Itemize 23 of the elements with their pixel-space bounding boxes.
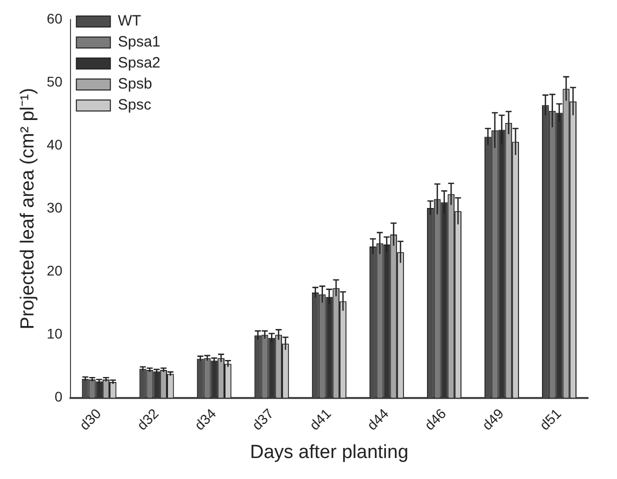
y-tick-label: 40 bbox=[46, 136, 63, 152]
y-tick-label: 10 bbox=[46, 326, 63, 342]
x-tick-label: d30 bbox=[76, 405, 104, 434]
legend-label: Spsa1 bbox=[118, 34, 160, 51]
legend-label: Spsa2 bbox=[118, 54, 160, 72]
y-tick-label: 20 bbox=[46, 262, 63, 279]
x-tick-label: d32 bbox=[134, 405, 162, 434]
y-axis-title: Projected leaf area (cm² pl⁻¹) bbox=[18, 88, 39, 330]
y-tick-label: 0 bbox=[54, 388, 63, 405]
x-axis-title: Days after planting bbox=[250, 442, 408, 463]
x-tick-label: d44 bbox=[364, 405, 392, 434]
legend-label: Spsb bbox=[118, 76, 152, 93]
x-tick-label: d41 bbox=[306, 405, 334, 434]
x-tick-label: d46 bbox=[421, 405, 450, 434]
y-tick-label: 60 bbox=[46, 10, 63, 26]
y-tick-label: 50 bbox=[46, 73, 63, 90]
legend-label: WT bbox=[118, 12, 142, 30]
x-tick-label: d37 bbox=[248, 405, 277, 434]
x-tick-label: d51 bbox=[536, 405, 564, 434]
legend-label: Spsc bbox=[118, 96, 152, 114]
y-tick-label: 30 bbox=[46, 199, 63, 216]
x-tick-label: d49 bbox=[478, 405, 507, 434]
x-tick-label: d34 bbox=[191, 405, 220, 434]
